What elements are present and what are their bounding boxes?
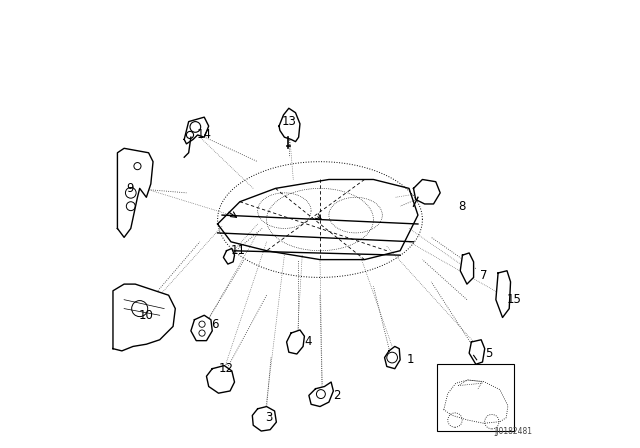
Text: 9: 9 <box>126 182 134 195</box>
Text: 8: 8 <box>458 200 465 213</box>
Text: 7: 7 <box>480 269 488 282</box>
Text: 3: 3 <box>265 411 273 424</box>
Text: 5: 5 <box>484 347 492 360</box>
Text: JJ0182481: JJ0182481 <box>495 426 532 435</box>
Polygon shape <box>287 330 305 354</box>
Text: 10: 10 <box>139 309 154 322</box>
Polygon shape <box>252 406 276 431</box>
Text: 11: 11 <box>231 244 246 257</box>
Text: 15: 15 <box>507 293 522 306</box>
Polygon shape <box>113 284 175 351</box>
Polygon shape <box>469 340 484 364</box>
Text: 12: 12 <box>219 362 234 375</box>
Text: 2: 2 <box>333 389 341 402</box>
Polygon shape <box>191 315 212 340</box>
Polygon shape <box>279 108 300 142</box>
Text: 4: 4 <box>305 336 312 349</box>
Polygon shape <box>496 271 511 318</box>
Polygon shape <box>460 253 474 284</box>
Polygon shape <box>309 382 333 406</box>
Polygon shape <box>184 117 209 144</box>
Polygon shape <box>117 148 153 237</box>
Text: 13: 13 <box>282 115 296 128</box>
Polygon shape <box>207 366 234 393</box>
Polygon shape <box>223 249 234 264</box>
Text: 6: 6 <box>211 318 218 331</box>
Polygon shape <box>413 180 440 204</box>
Text: 1: 1 <box>407 353 414 366</box>
Polygon shape <box>385 346 400 369</box>
Text: 14: 14 <box>196 129 212 142</box>
